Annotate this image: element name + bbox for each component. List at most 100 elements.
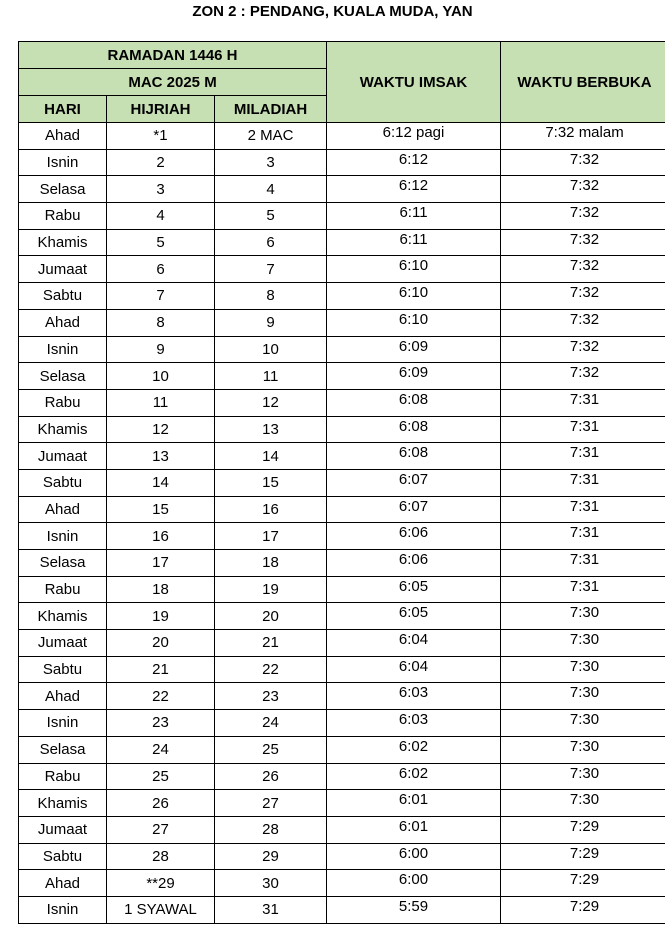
table-row: Khamis 19 20 6:05 7:30 [18, 602, 665, 631]
table-cell: 6:06 [326, 549, 502, 577]
table-cell: Rabu [18, 762, 107, 791]
table-cell: 6:09 [326, 362, 502, 390]
table-cell: 6:02 [326, 762, 502, 791]
table-cell: 6:10 [326, 282, 502, 310]
table-cell: 7:32 [500, 148, 665, 177]
table-cell: 6:07 [326, 468, 502, 497]
table-cell: 7:30 [500, 735, 665, 764]
table-cell: 23 [213, 682, 328, 711]
table-cell: 17 [106, 549, 215, 577]
table-cell: 30 [213, 869, 328, 897]
table-cell: Selasa [18, 549, 107, 577]
table-cell: 4 [213, 175, 328, 204]
table-cell: 7:31 [500, 442, 665, 470]
table-cell: 16 [213, 495, 328, 524]
table-cell: Jumaat [18, 442, 107, 470]
table-row: Ahad 15 16 6:07 7:31 [18, 495, 665, 524]
table-cell: 1 SYAWAL [106, 895, 215, 924]
table-cell: 7:30 [500, 762, 665, 791]
table-row: Ahad **29 30 6:00 7:29 [18, 869, 665, 897]
header-cell: MAC 2025 M [17, 68, 328, 96]
table-row: Ahad 22 23 6:03 7:30 [18, 682, 665, 711]
table-cell: 7:30 [500, 709, 665, 737]
table-cell: Sabtu [18, 842, 107, 871]
table-row: Isnin 2 3 6:12 7:32 [18, 148, 665, 177]
table-cell: 6:10 [326, 308, 502, 337]
table-cell: 21 [106, 655, 215, 684]
table-row: Selasa 3 4 6:12 7:32 [18, 175, 665, 204]
table-cell: 6:05 [326, 575, 502, 604]
table-row: Rabu 11 12 6:08 7:31 [18, 388, 665, 417]
table-row: Sabtu 28 29 6:00 7:29 [18, 842, 665, 871]
table-cell: 27 [213, 789, 328, 817]
table-cell: 27 [106, 815, 215, 844]
table-cell: 6 [213, 228, 328, 257]
table-cell: 7:30 [500, 789, 665, 817]
table-cell: 6:02 [326, 735, 502, 764]
table-row: Selasa 17 18 6:06 7:31 [18, 549, 665, 577]
table-cell: 7 [213, 255, 328, 284]
table-cell: 7:31 [500, 468, 665, 497]
table-row: Isnin 23 24 6:03 7:30 [18, 709, 665, 737]
table-cell: 11 [106, 388, 215, 417]
header-cell: HARI [18, 95, 107, 123]
table-cell: 10 [106, 362, 215, 390]
table-cell: 2 [106, 148, 215, 177]
table-cell: 6:04 [326, 655, 502, 684]
table-cell: 6:12 [326, 175, 502, 204]
table-cell: 6:01 [326, 815, 502, 844]
table-cell: 12 [106, 415, 215, 444]
table-cell: Isnin [18, 522, 107, 550]
table-cell: Sabtu [18, 282, 107, 310]
table-cell: 6:05 [326, 602, 502, 631]
table-cell: 28 [213, 815, 328, 844]
table-cell: 7:29 [500, 815, 665, 844]
header-cell: HIJRIAH [106, 95, 215, 123]
table-cell: 11 [213, 362, 328, 390]
table-cell: Khamis [18, 602, 107, 631]
table-cell: 8 [213, 282, 328, 310]
table-row: Isnin 16 17 6:06 7:31 [18, 522, 665, 550]
table-row: Sabtu 21 22 6:04 7:30 [18, 655, 665, 684]
table-cell: 7:30 [500, 629, 665, 657]
table-cell: Ahad [18, 308, 107, 337]
table-cell: Sabtu [18, 655, 107, 684]
table-cell: 7:30 [500, 655, 665, 684]
table-cell: 7:29 [500, 842, 665, 871]
table-cell: 6:06 [326, 522, 502, 550]
table-cell: 6:00 [326, 869, 502, 897]
table-cell: 17 [213, 522, 328, 550]
table-row: Selasa 10 11 6:09 7:32 [18, 362, 665, 390]
table-cell: 7:31 [500, 388, 665, 417]
table-row: Khamis 12 13 6:08 7:31 [18, 415, 665, 444]
table-cell: 6:00 [326, 842, 502, 871]
table-cell: 6:12 [326, 148, 502, 177]
table-cell: 24 [213, 709, 328, 737]
table-row: Isnin 9 10 6:09 7:32 [18, 335, 665, 364]
table-row: Isnin 1 SYAWAL 31 5:59 7:29 [18, 895, 665, 924]
table-cell: 29 [213, 842, 328, 871]
header-row: HARI HIJRIAH MILADIAH [18, 95, 665, 123]
table-cell: Ahad [18, 682, 107, 711]
table-cell: Jumaat [18, 629, 107, 657]
table-row: Khamis 26 27 6:01 7:30 [18, 789, 665, 817]
table-cell: Isnin [18, 148, 107, 177]
table-cell: 6:01 [326, 789, 502, 817]
table-cell: 6:03 [326, 709, 502, 737]
table-cell: 7:31 [500, 522, 665, 550]
table-cell: *1 [106, 122, 215, 150]
table-row: Sabtu 7 8 6:10 7:32 [18, 282, 665, 310]
table-cell: 5:59 [326, 895, 502, 924]
table-cell: 22 [106, 682, 215, 711]
table-row: Jumaat 27 28 6:01 7:29 [18, 815, 665, 844]
table-cell: 12 [213, 388, 328, 417]
table-cell: 8 [106, 308, 215, 337]
table-cell: 25 [213, 735, 328, 764]
table-cell: Ahad [18, 122, 107, 150]
table-cell: Isnin [18, 335, 107, 364]
table-cell: Selasa [18, 175, 107, 204]
table-cell: 18 [106, 575, 215, 604]
table-row: Sabtu 14 15 6:07 7:31 [18, 468, 665, 497]
table-cell: 21 [213, 629, 328, 657]
